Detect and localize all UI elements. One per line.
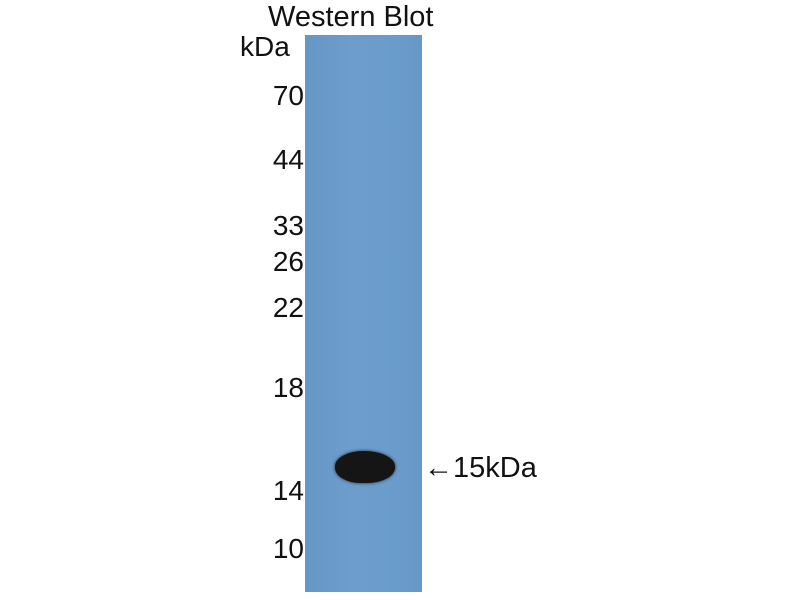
band-label: ←15kDa xyxy=(424,452,537,484)
marker-label: 14 xyxy=(272,475,304,506)
marker-label: 26 xyxy=(272,246,304,277)
marker-label: 70 xyxy=(272,80,304,111)
marker-label: 22 xyxy=(272,292,304,323)
figure-title: Western Blot xyxy=(268,1,434,33)
unit-label: kDa xyxy=(240,31,290,62)
marker-label: 18 xyxy=(272,372,304,403)
marker-label: 33 xyxy=(272,210,304,241)
blot-lane xyxy=(305,35,422,592)
marker-label: 44 xyxy=(272,144,304,175)
protein-band xyxy=(335,451,395,483)
marker-label: 10 xyxy=(272,533,304,564)
